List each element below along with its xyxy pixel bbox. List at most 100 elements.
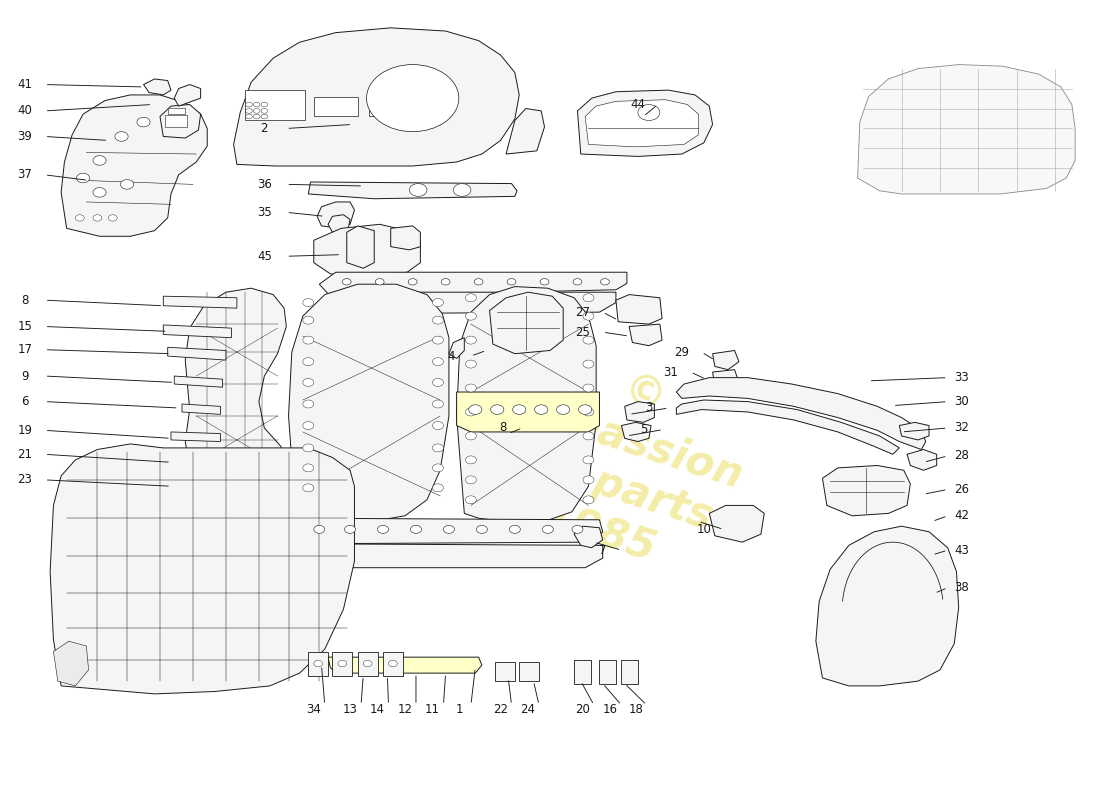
Circle shape [302,316,313,324]
Circle shape [94,214,102,221]
Polygon shape [616,294,662,324]
Text: 37: 37 [18,168,32,182]
Polygon shape [160,105,200,138]
Circle shape [377,526,388,534]
Polygon shape [600,659,616,683]
Circle shape [253,109,260,114]
Circle shape [432,378,443,386]
Circle shape [410,526,421,534]
Circle shape [465,336,476,344]
Polygon shape [167,347,225,360]
Circle shape [572,526,583,534]
Bar [350,249,361,251]
Polygon shape [574,659,591,683]
Text: 39: 39 [18,130,32,143]
Circle shape [432,358,443,366]
Text: 43: 43 [955,544,969,557]
Circle shape [432,422,443,430]
Polygon shape [621,422,651,442]
Text: 9: 9 [21,370,29,382]
Polygon shape [456,286,596,522]
Circle shape [432,444,443,452]
Polygon shape [170,454,220,466]
Text: 33: 33 [955,371,969,384]
Circle shape [388,660,397,666]
Text: 10: 10 [696,523,712,536]
Text: 38: 38 [955,581,969,594]
Circle shape [474,278,483,285]
Polygon shape [710,506,764,542]
Circle shape [432,316,443,324]
Text: 4: 4 [448,350,455,362]
Circle shape [465,456,476,464]
Circle shape [465,408,476,416]
Text: 29: 29 [674,346,690,358]
Polygon shape [713,370,739,388]
Polygon shape [506,109,544,154]
Circle shape [476,526,487,534]
Polygon shape [823,466,911,516]
Circle shape [302,444,313,452]
Circle shape [302,464,313,472]
Circle shape [432,464,443,472]
Circle shape [245,102,252,107]
Polygon shape [54,641,89,686]
Text: 16: 16 [603,703,618,716]
Circle shape [601,278,609,285]
Circle shape [469,405,482,414]
Text: 20: 20 [575,703,591,716]
Polygon shape [182,404,220,414]
Polygon shape [346,226,374,268]
Polygon shape [629,324,662,346]
Circle shape [302,298,313,306]
Circle shape [638,105,660,121]
Circle shape [409,183,427,196]
Circle shape [375,278,384,285]
Circle shape [465,384,476,392]
Circle shape [302,422,313,430]
Text: 15: 15 [18,320,32,333]
Polygon shape [816,526,959,686]
Polygon shape [585,100,698,147]
Polygon shape [908,450,937,470]
Circle shape [114,132,128,142]
Polygon shape [676,400,900,454]
Circle shape [509,526,520,534]
Circle shape [261,109,267,114]
Circle shape [109,214,117,221]
Text: ©
la passion
for parts
1985: © la passion for parts 1985 [480,338,763,590]
Circle shape [583,496,594,504]
Text: 6: 6 [21,395,29,408]
Text: 8: 8 [21,294,29,306]
Circle shape [366,65,459,132]
Circle shape [261,114,267,119]
Circle shape [453,183,471,196]
Circle shape [314,660,322,666]
Polygon shape [390,226,420,250]
Polygon shape [676,378,926,450]
Polygon shape [519,662,539,681]
Circle shape [579,405,592,414]
Bar [167,108,185,114]
Polygon shape [174,376,222,387]
Circle shape [583,476,594,484]
Bar [314,97,358,117]
Polygon shape [62,95,207,236]
Polygon shape [456,392,600,432]
Polygon shape [233,28,519,166]
Circle shape [94,187,107,197]
Circle shape [136,118,150,127]
Circle shape [253,102,260,107]
Polygon shape [909,540,929,568]
Polygon shape [185,288,286,502]
Circle shape [302,358,313,366]
Circle shape [535,405,548,414]
Polygon shape [170,432,220,442]
Circle shape [443,526,454,534]
Polygon shape [317,202,354,228]
Text: 3: 3 [646,402,652,414]
Polygon shape [295,544,603,568]
Circle shape [302,378,313,386]
Polygon shape [328,657,482,673]
Polygon shape [495,662,515,681]
